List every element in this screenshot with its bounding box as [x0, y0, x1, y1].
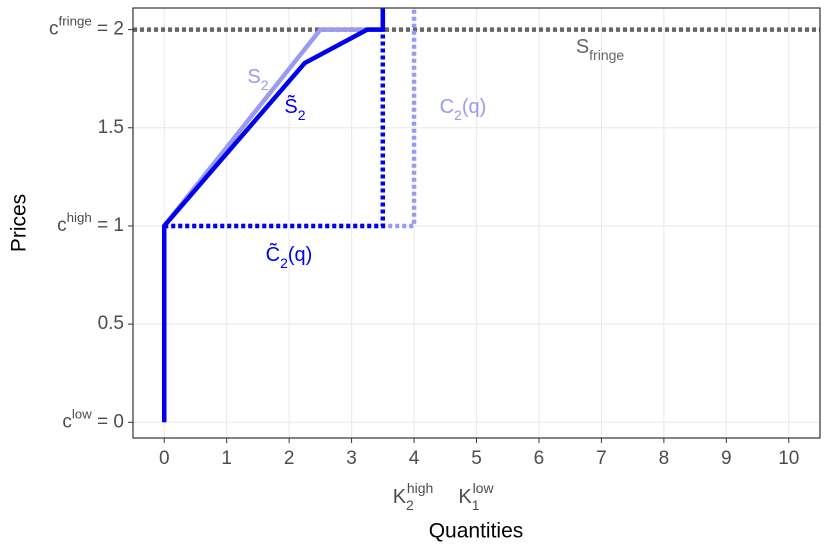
annotation-part: (q) — [462, 96, 486, 118]
x-tick-label: 10 — [778, 448, 799, 469]
y-tick-label-part: c — [62, 411, 72, 432]
x-tick-label: 5 — [471, 448, 482, 469]
annotation-part: 2 — [280, 255, 288, 271]
y-tick-label-part: = 2 — [92, 19, 124, 40]
annotation-part: S — [247, 66, 260, 88]
y-tick-label: chigh = 1 — [57, 210, 124, 236]
annotation-part: 2 — [261, 77, 269, 93]
panel-border — [132, 7, 821, 439]
annotation: C̃2(q) — [266, 243, 313, 271]
y-axis-title: Prices — [8, 194, 31, 252]
annotation-part: fringe — [589, 47, 624, 63]
y-tick-label-part: = 0 — [92, 411, 124, 432]
y-tick-label: clow = 0 — [62, 406, 124, 432]
x-tick-label: 0 — [159, 448, 170, 469]
y-tick-label-part: high — [67, 210, 92, 225]
x-tick-label: 6 — [534, 448, 545, 469]
y-tick-label: 1.5 — [98, 117, 124, 138]
axis-annotation-part: 2 — [406, 497, 414, 513]
y-tick-label-part: low — [72, 406, 92, 421]
y-tick-label-part: fringe — [59, 14, 92, 29]
annotation-part: S̃ — [284, 95, 297, 118]
annotation: C2(q) — [440, 96, 487, 122]
annotation-part: C — [440, 96, 454, 118]
x-tick-label: 1 — [221, 448, 232, 469]
annotation: Sfringe — [576, 36, 625, 62]
annotation-part: C̃ — [266, 243, 280, 266]
x-tick-label: 8 — [659, 448, 670, 469]
annotation-part: 2 — [454, 107, 462, 123]
y-tick-label: cfringe = 2 — [49, 14, 124, 40]
axis-annotation-part: high — [407, 480, 433, 496]
axis-annotation-part: low — [473, 480, 495, 496]
axis-annotation-part: K — [393, 486, 407, 508]
line — [161, 8, 386, 423]
axis-annotation-part: 1 — [472, 497, 480, 513]
x-tick-label: 4 — [409, 448, 420, 469]
x-tick-label: 3 — [346, 448, 357, 469]
annotation: S̃2 — [284, 95, 305, 123]
axis-annotation-part: K — [458, 486, 472, 508]
axis-annotation: K1low — [458, 480, 494, 513]
annotation-part: (q) — [288, 244, 312, 266]
annotation: S2 — [247, 66, 268, 92]
x-axis-title: Quantities — [429, 520, 524, 543]
y-tick-label-part: c — [57, 215, 67, 236]
line — [164, 8, 386, 229]
y-tick-label-part: = 1 — [92, 215, 124, 236]
x-tick-label: 7 — [596, 448, 607, 469]
y-tick-label: 0.5 — [98, 313, 124, 334]
line — [162, 27, 383, 228]
axis-annotation: K2high — [393, 480, 434, 513]
x-tick-label: 2 — [284, 448, 295, 469]
line — [164, 8, 417, 229]
annotation-part: S — [576, 36, 589, 58]
y-tick-label-part: c — [49, 19, 59, 40]
x-tick-label: 9 — [721, 448, 732, 469]
annotation-part: 2 — [298, 107, 306, 123]
